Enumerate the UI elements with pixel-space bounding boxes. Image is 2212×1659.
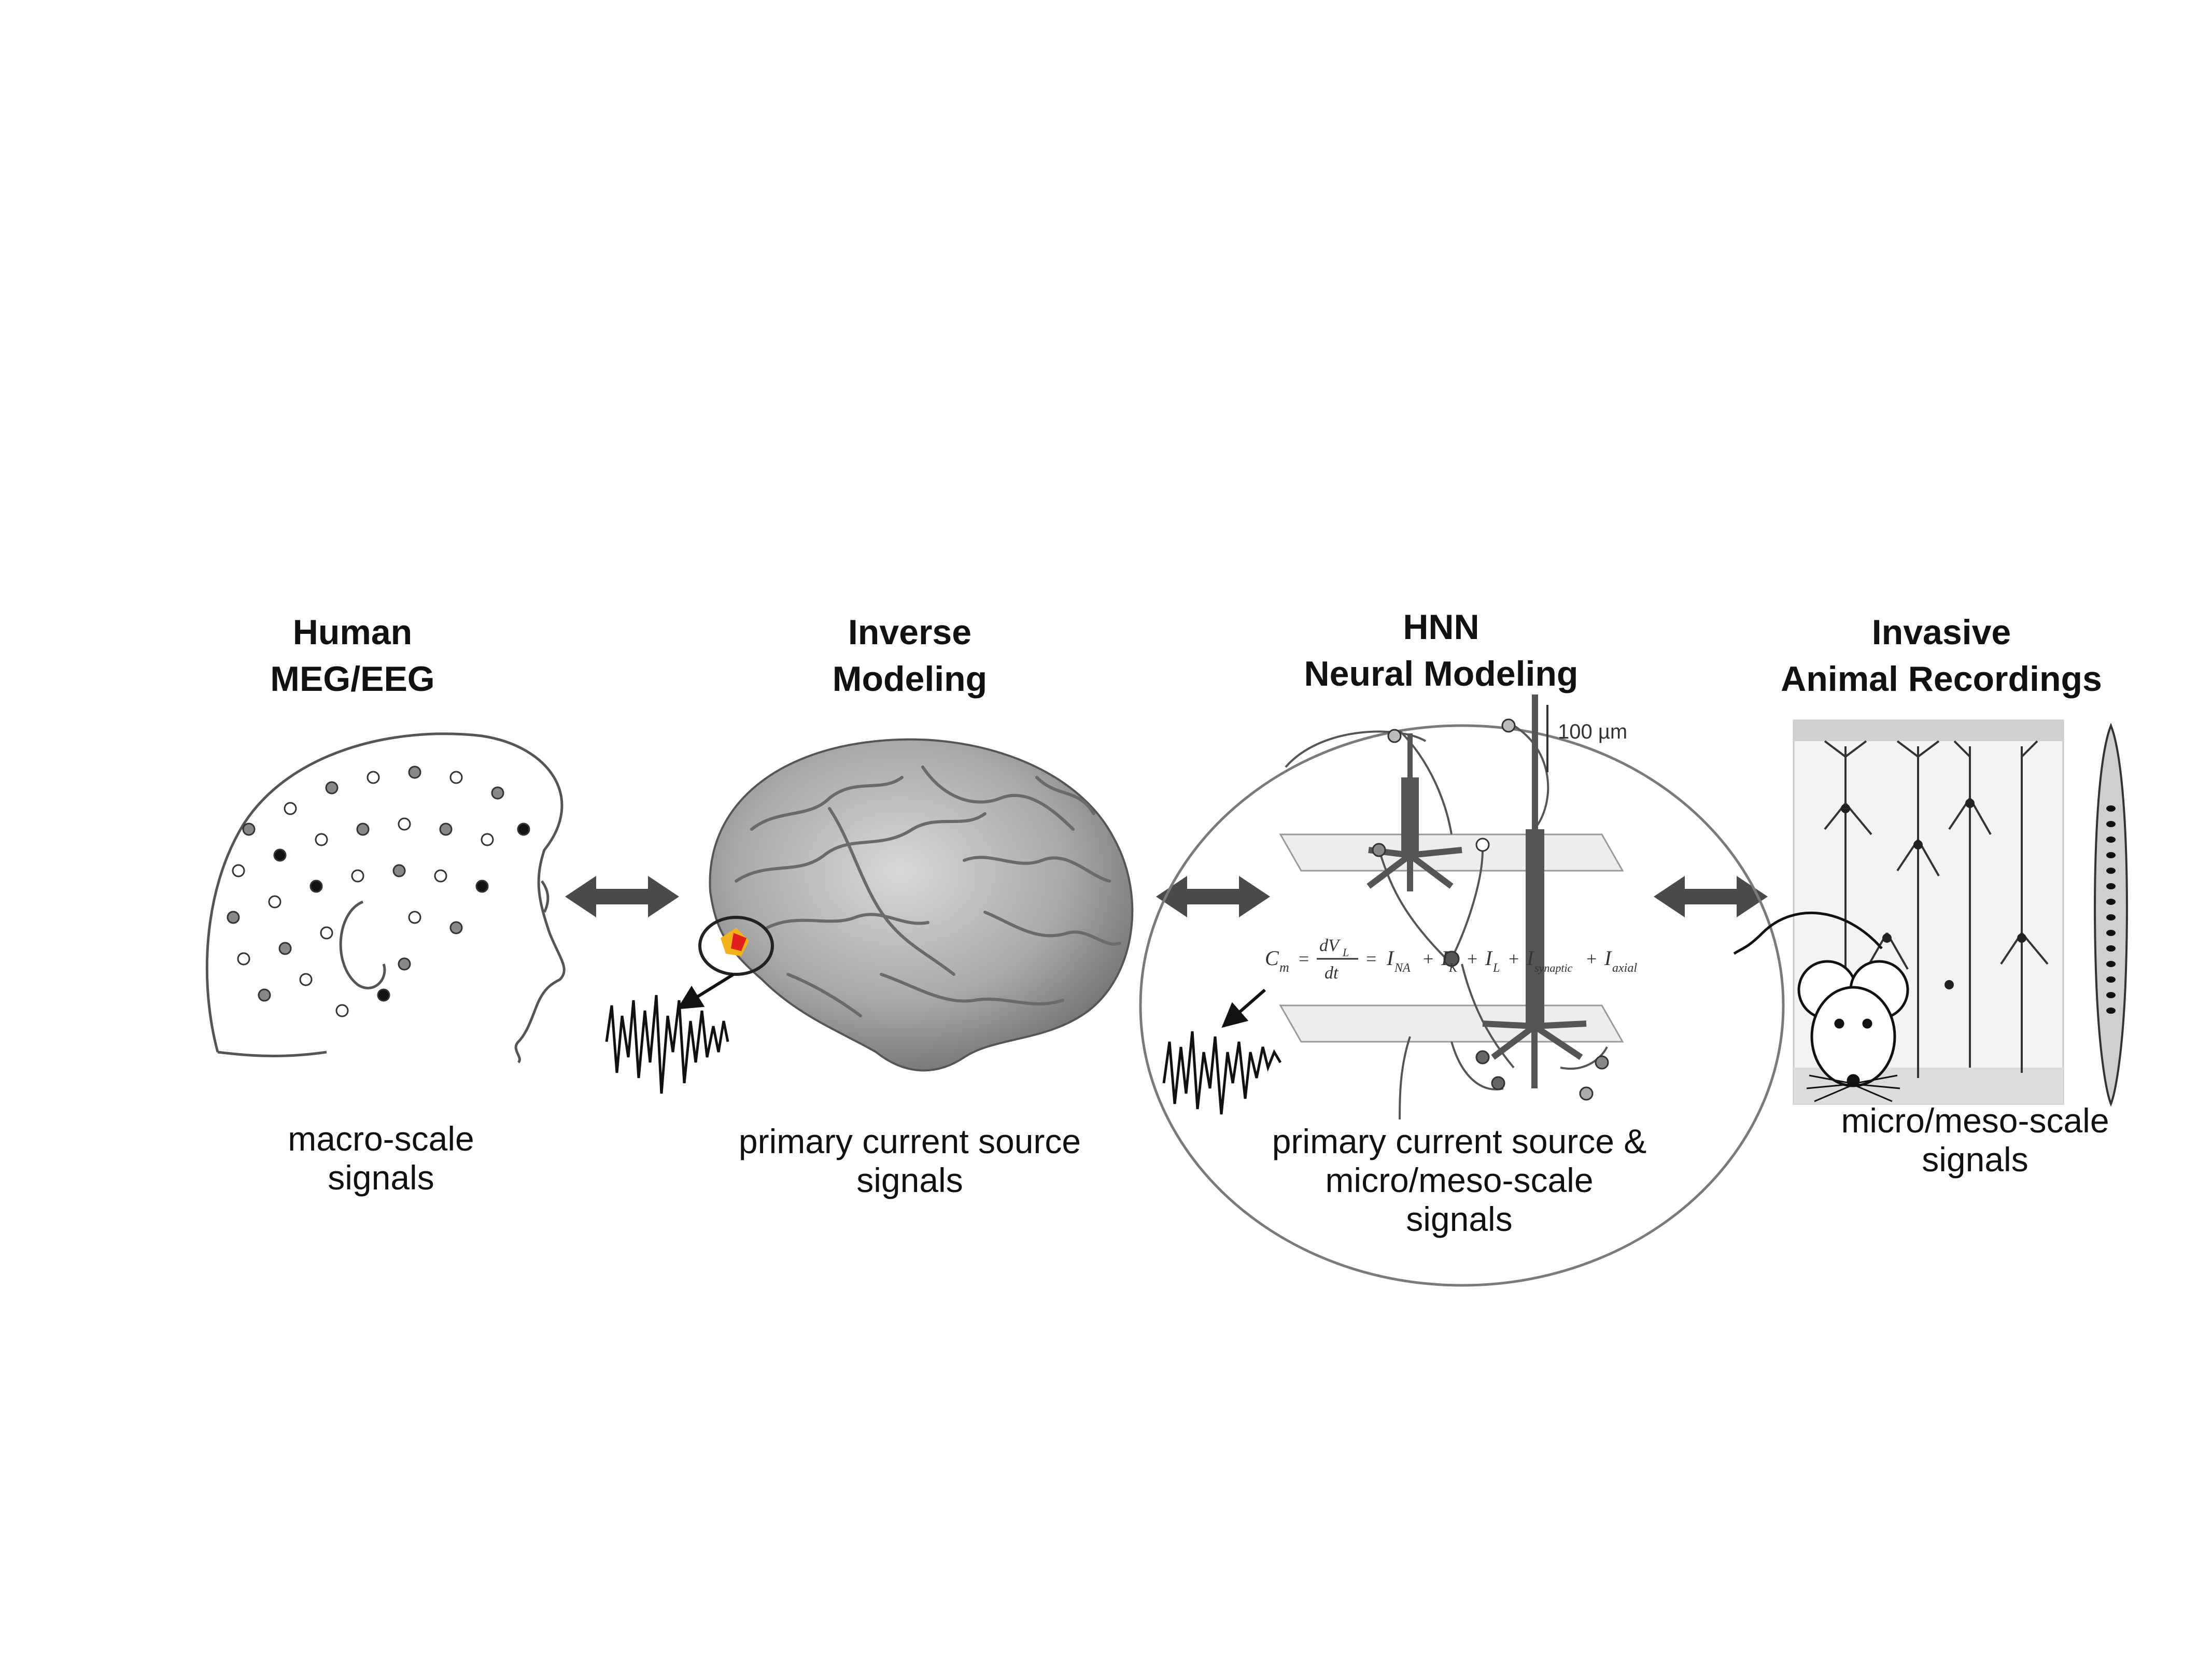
- panel-caption-invasive: micro/meso-scale signals: [1841, 1101, 2109, 1179]
- svg-text:+: +: [1586, 948, 1597, 969]
- panel-caption-inverse: primary current source signals: [739, 1122, 1081, 1200]
- panel-title-hnn: HNN Neural Modeling: [1304, 604, 1579, 697]
- panel-title-line: Human: [292, 613, 413, 652]
- double-arrow-icon: [565, 876, 679, 917]
- scale-bar-label: 100 µm: [1558, 720, 1627, 743]
- panel-caption-line: signals: [1922, 1140, 2028, 1179]
- panel-caption-line: signals: [856, 1161, 963, 1199]
- eq-rhs-sub-1: K: [1448, 961, 1458, 975]
- eq-rhs-3: I: [1526, 946, 1534, 970]
- eq-frac-num-sub: L: [1342, 946, 1349, 959]
- double-arrow-icon: [1156, 876, 1270, 917]
- panel-title-human: Human MEG/EEG: [270, 609, 434, 702]
- svg-text:+: +: [1509, 948, 1519, 969]
- eq-rhs-4: I: [1604, 946, 1612, 970]
- panel-caption-line: primary current source: [738, 1122, 1081, 1160]
- mouse-icon: [1733, 911, 1909, 1102]
- panel-title-inverse: Inverse Modeling: [833, 609, 987, 702]
- hnn-trace: [1162, 1031, 1282, 1115]
- panel-title-line: Modeling: [832, 659, 988, 699]
- eq-rhs-1: I: [1441, 946, 1449, 970]
- eq-lhs: C: [1265, 946, 1279, 970]
- eq-rhs-0: I: [1386, 946, 1394, 970]
- panel-caption-line: primary current source &: [1272, 1122, 1647, 1160]
- eq-frac-num: dV: [1319, 936, 1341, 955]
- svg-text:=: =: [1366, 948, 1376, 969]
- eq-rhs-sub-4: axial: [1612, 961, 1637, 975]
- eq-frac-den: dt: [1325, 963, 1339, 983]
- panel-caption-hnn: primary current source & micro/meso-scal…: [1272, 1122, 1647, 1239]
- panel-caption-line: macro-scale: [288, 1119, 474, 1158]
- panel-caption-human: macro-scale signals: [288, 1119, 474, 1197]
- eeg-head-icon: [205, 732, 566, 1064]
- laminar-probe-icon: [2094, 722, 2128, 1107]
- svg-text:=: =: [1299, 948, 1309, 969]
- panel-caption-line: signals: [328, 1158, 434, 1197]
- panel-title-invasive: Invasive Animal Recordings: [1781, 609, 2102, 702]
- svg-text:+: +: [1423, 948, 1433, 969]
- panel-caption-line: signals: [1406, 1200, 1513, 1238]
- eq-rhs-2: I: [1485, 946, 1493, 970]
- svg-text:+: +: [1467, 948, 1477, 969]
- panel-title-line: MEG/EEG: [270, 659, 435, 699]
- eq-rhs-sub-0: NA: [1394, 961, 1411, 975]
- panel-title-line: Inverse: [848, 613, 972, 652]
- hnn-circle: [1139, 724, 1785, 1287]
- brain-icon: [677, 738, 1134, 1072]
- eq-rhs-sub-3: synaptic: [1534, 961, 1573, 974]
- hnn-output-arrow: [1221, 988, 1266, 1028]
- neuron-icon: [1279, 694, 1624, 1120]
- panel-title-line: Neural Modeling: [1304, 654, 1579, 693]
- panel-title-line: Animal Recordings: [1781, 659, 2102, 699]
- eq-lhs-sub: m: [1279, 960, 1289, 975]
- panel-title-line: Invasive: [1871, 613, 2011, 652]
- panel-title-line: HNN: [1403, 607, 1480, 647]
- panel-caption-line: micro/meso-scale: [1325, 1161, 1594, 1199]
- source-region: [698, 916, 774, 976]
- double-arrow-icon: [1654, 876, 1768, 917]
- eeg-electrodes: [227, 765, 530, 1017]
- source-trace: [605, 995, 729, 1094]
- panel-caption-line: micro/meso-scale: [1841, 1101, 2109, 1140]
- membrane-equation: C m = dV L dt = I NA + I K + I L + I syn…: [1265, 936, 1637, 983]
- eq-rhs-sub-2: L: [1492, 961, 1500, 975]
